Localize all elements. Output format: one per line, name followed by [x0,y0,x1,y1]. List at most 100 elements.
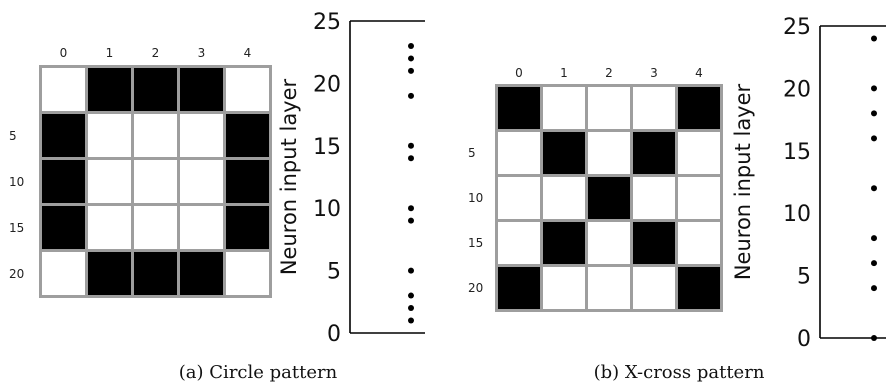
grid-cell-white [88,160,131,203]
data-point [408,42,414,49]
data-point [871,260,877,267]
grid-cell-black [42,114,85,157]
grid-row-label: 5 [468,146,476,160]
data-point [871,335,877,341]
y-tick-label: 0 [327,322,341,347]
grid-cell-black [226,114,269,157]
grid-cell-white [543,177,585,219]
grid-cell-black [42,160,85,203]
grid-cell-white [633,87,675,129]
grid-cell-black [678,87,720,129]
y-tick-label: 25 [313,10,341,35]
grid-column-label: 0 [515,66,523,80]
y-tick-label: 0 [797,327,811,352]
grid-column-label: 3 [197,46,206,60]
grid-column-label: 4 [243,46,252,60]
y-tick-label: 5 [327,260,341,285]
grid-cell-black [633,132,675,174]
grid-cell-white [633,177,675,219]
y-tick-label: 10 [313,197,341,222]
data-point [408,142,414,149]
grid-cell-black [180,68,223,111]
grid-cell-black [134,68,177,111]
y-tick-label: 20 [313,72,341,97]
grid-row-label: 10 [9,174,25,189]
grid-cell-white [88,114,131,157]
grid-row-label: 5 [9,128,17,143]
grid-cell-white [678,177,720,219]
data-point [408,217,414,224]
grid-cell-black [226,206,269,249]
y-tick-label: 5 [797,265,811,290]
data-point [408,305,414,312]
data-point [408,317,414,324]
grid-column-label: 2 [605,66,613,80]
grid-cell-black [543,222,585,264]
y-tick-label: 25 [783,15,811,40]
grid-column-label: 1 [105,46,114,60]
input-layer-scatter: 0 5 10 15 20 25 Neuron input layer [731,15,886,352]
data-point [408,155,414,162]
input-layer-scatter: 0 5 10 15 20 25 Neuron input layer [277,10,425,347]
data-point [408,55,414,62]
grid-column-label: 3 [650,66,658,80]
grid-cell-white [588,87,630,129]
data-point [408,67,414,74]
data-point [871,135,877,142]
grid-cell-white [180,160,223,203]
grid-cell-black [42,206,85,249]
grid-cell-black [88,252,131,295]
grid-column-label: 4 [695,66,703,80]
data-point [871,235,877,242]
grid-cell-black [88,68,131,111]
grid-cell-white [498,132,540,174]
grid-cell-black [498,267,540,309]
grid-cell-white [180,114,223,157]
y-axis-label: Neuron input layer [277,78,301,275]
y-tick-label: 10 [783,202,811,227]
grid-cell-white [498,177,540,219]
grid-cell-white [134,206,177,249]
grid-cell-white [543,87,585,129]
data-point [871,85,877,92]
grid-cell-white [588,132,630,174]
grid-cell-white [588,222,630,264]
grid-cell-white [42,252,85,295]
grid-cell-white [226,68,269,111]
y-axis-label: Neuron input layer [731,83,755,280]
grid-cell-black [543,132,585,174]
grid-cell-white [678,222,720,264]
grid-cell-white [633,267,675,309]
grid-cell-black [134,252,177,295]
caption-x-cross-pattern: (b) X-cross pattern [593,362,765,383]
grid-cell-white [226,252,269,295]
grid-cell-white [543,267,585,309]
y-tick-label: 20 [783,77,811,102]
grid-row-label: 10 [468,191,484,205]
pattern-grid [39,65,272,298]
data-point [408,267,414,274]
data-point [871,110,877,117]
data-point [408,205,414,212]
data-point [408,292,414,299]
grid-cell-black [226,160,269,203]
data-point [871,35,877,42]
grid-cell-black [498,87,540,129]
grid-column-label: 1 [560,66,568,80]
y-tick-label: 15 [783,140,811,165]
data-point [408,92,414,99]
grid-row-label: 20 [468,281,484,295]
y-tick-label: 15 [313,135,341,160]
pattern-grid [495,84,723,312]
grid-row-label: 20 [9,266,25,281]
grid-cell-white [678,132,720,174]
grid-cell-white [42,68,85,111]
grid-cell-black [180,252,223,295]
grid-cell-white [88,206,131,249]
data-point [871,285,877,292]
grid-cell-white [180,206,223,249]
grid-cell-white [134,114,177,157]
grid-cell-white [588,267,630,309]
grid-cell-white [498,222,540,264]
grid-cell-white [134,160,177,203]
